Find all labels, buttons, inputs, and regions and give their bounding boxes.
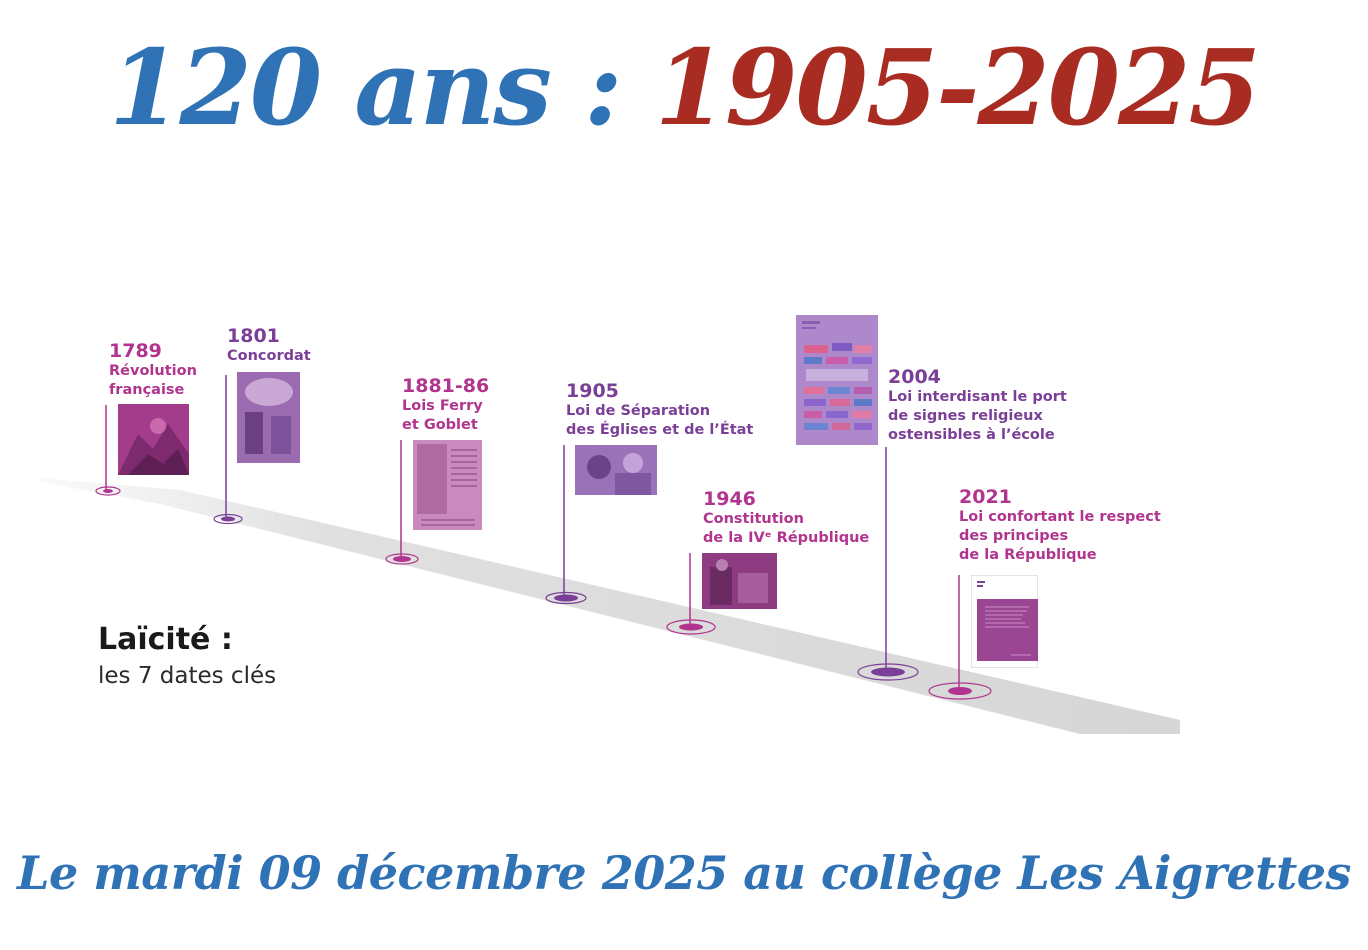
event-year: 2004 bbox=[888, 366, 941, 388]
event-2021: 2021 Loi confortant le respect des princ… bbox=[959, 486, 1161, 565]
event-year: 2021 bbox=[959, 486, 1012, 508]
laicite-title: Laïcité : bbox=[98, 622, 233, 657]
event-date-footer: Le mardi 09 décembre 2025 au collège Les… bbox=[17, 846, 1351, 900]
event-1801: 1801 Concordat bbox=[227, 325, 311, 366]
event-year: 1801 bbox=[227, 325, 280, 347]
event-1905: 1905 Loi de Séparation des Églises et de… bbox=[566, 380, 753, 440]
thumb-separation-caricature bbox=[575, 445, 657, 495]
event-label: Concordat bbox=[227, 348, 311, 364]
event-year: 1946 bbox=[703, 488, 756, 510]
event-label: Révolution française bbox=[109, 363, 197, 398]
page-title: 120 ans : 1905-2025 bbox=[0, 28, 1368, 148]
event-label: Lois Ferry et Goblet bbox=[402, 398, 483, 433]
pin-1946 bbox=[666, 553, 716, 635]
title-part-blue: 120 ans : bbox=[109, 26, 622, 149]
pin-1881-86 bbox=[385, 440, 419, 565]
pin-1789 bbox=[95, 405, 121, 496]
event-label: Constitution de la IVᵉ République bbox=[703, 511, 870, 546]
thumb-charte-laicite bbox=[796, 315, 878, 445]
event-1946: 1946 Constitution de la IVᵉ République bbox=[703, 488, 869, 548]
event-year: 1905 bbox=[566, 380, 619, 402]
title-part-red: 1905-2025 bbox=[654, 26, 1261, 149]
thumb-concordat-painting bbox=[237, 372, 300, 463]
pin-1801 bbox=[213, 375, 243, 525]
pin-1905 bbox=[545, 445, 587, 605]
event-label: Loi de Séparation des Églises et de l’Ét… bbox=[566, 403, 754, 438]
event-year: 1881-86 bbox=[402, 375, 490, 397]
thumb-loi-2021-cover bbox=[971, 575, 1038, 668]
pin-2021 bbox=[928, 575, 992, 700]
event-1789: 1789 Révolution française bbox=[109, 340, 197, 400]
thumb-constitution-photo bbox=[702, 553, 777, 609]
thumb-revolution-painting bbox=[118, 404, 189, 475]
event-year: 1789 bbox=[109, 340, 162, 362]
event-label: Loi confortant le respect des principes … bbox=[959, 509, 1161, 563]
thumb-ferry-poster bbox=[413, 440, 482, 530]
event-label: Loi interdisant le port de signes religi… bbox=[888, 389, 1067, 443]
pin-2004 bbox=[857, 447, 919, 681]
laicite-subtitle: les 7 dates clés bbox=[98, 663, 277, 689]
event-1881-86: 1881-86 Lois Ferry et Goblet bbox=[402, 375, 489, 435]
event-2004: 2004 Loi interdisant le port de signes r… bbox=[888, 366, 1067, 445]
